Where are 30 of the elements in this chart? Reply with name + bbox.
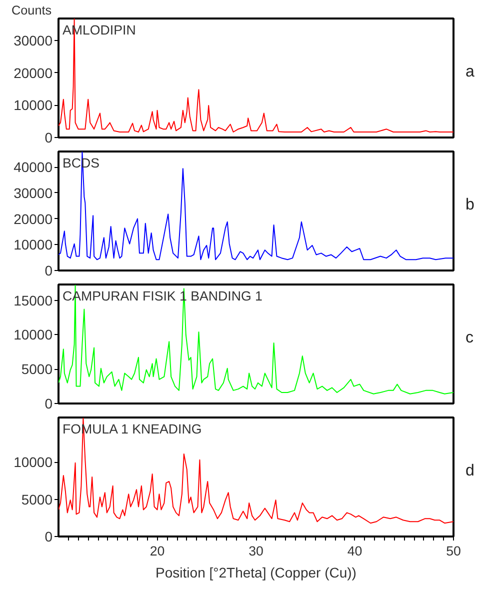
y-tick-label: 5000 <box>21 361 53 378</box>
y-tick-label: 40000 <box>14 159 53 176</box>
y-tick-label: 0 <box>44 396 53 412</box>
y-tick-label: 0 <box>44 130 53 146</box>
y-tick-label: 30000 <box>14 184 53 201</box>
text: c <box>466 330 474 347</box>
line-series <box>58 152 454 260</box>
line-series <box>58 418 454 524</box>
y-tick-label: 30000 <box>14 32 53 48</box>
y-tick-label: 20000 <box>14 210 53 227</box>
line-series <box>58 18 454 133</box>
y-tick-label: 5000 <box>21 491 53 508</box>
y-tick-label: 15000 <box>14 292 53 308</box>
y-tick-label: 10000 <box>14 326 53 343</box>
x-tick-label: 30 <box>248 544 264 558</box>
x-tick-label: 50 <box>446 544 461 558</box>
y-tick-label: 10000 <box>14 454 53 470</box>
y-tick-label: 0 <box>44 528 53 544</box>
text: b <box>466 196 474 214</box>
y-tick-label: 10000 <box>14 97 53 114</box>
x-tick-label: 20 <box>150 544 165 558</box>
x-tick-label: 40 <box>347 544 362 558</box>
x-axis-title: Position [°2Theta] (Copper (Cu)) <box>156 564 356 580</box>
y-tick-label: 20000 <box>14 64 53 81</box>
text: d <box>466 462 474 480</box>
line-series <box>58 284 454 394</box>
y-axis-title: Counts <box>12 4 52 18</box>
y-tick-label: 10000 <box>14 236 53 253</box>
y-tick-label: 0 <box>44 262 53 278</box>
text: a <box>466 64 474 81</box>
